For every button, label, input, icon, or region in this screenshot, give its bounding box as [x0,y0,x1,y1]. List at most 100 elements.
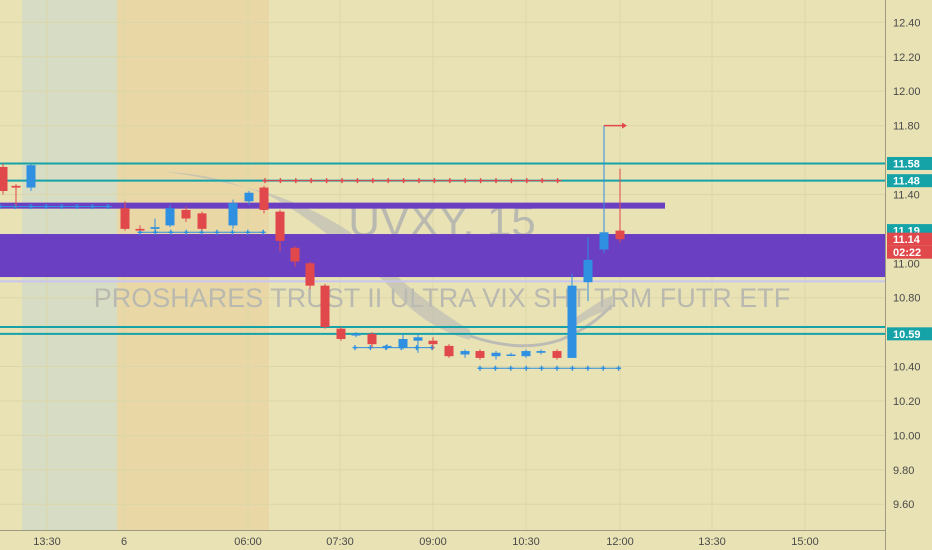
candle-body [320,285,330,327]
price-badge-bg [887,245,932,259]
marker-plus [370,178,376,184]
time-axis[interactable]: 13:30 6 06:00 07:30 09:00 10:30 12:00 13:30 15:0… [33,536,819,548]
marker-plus [183,229,189,235]
price-badge-label: 11.58 [893,158,920,170]
price-badge-label: 11.48 [893,176,920,188]
marker-plus [616,365,622,371]
marker-plus [585,365,591,371]
y-tick-label: 10.80 [893,293,921,305]
marker-plus [555,178,561,184]
marker-plus [74,203,80,209]
marker-plus [0,203,3,209]
marker-plus [508,178,514,184]
candle-body [120,208,130,229]
price-badge-bg [887,327,932,341]
marker-plus [493,178,499,184]
candle-body [290,247,300,262]
marker-plus [431,178,437,184]
candle-body [552,351,562,358]
candle-body [444,345,454,357]
candle-body [367,333,377,345]
price-badge: 02:22 [887,245,932,259]
y-tick-label: 11.80 [893,121,920,133]
marker-plus [28,203,34,209]
marker-plus [229,229,235,235]
marker-plus [199,229,205,235]
candle-body [521,351,531,357]
marker-plus [569,365,575,371]
marker-plus [168,229,174,235]
x-tick-label: 15:00 [791,536,819,548]
y-tick-label: 10.40 [893,362,921,374]
marker-plus [324,178,330,184]
candle-body [351,333,361,336]
price-badge: 11.48 [887,174,932,188]
price-badge-label: 02:22 [893,247,921,259]
candle-body [428,340,438,345]
price-badge-label: 10.59 [893,329,921,341]
candle-body [583,259,593,283]
candle-body [567,285,577,358]
marker-plus [492,365,498,371]
marker-plus [214,229,220,235]
watermark-name: PROSHARES TRUST II ULTRA VIX SHT TRM FUT… [94,283,791,313]
marker-rows [0,178,622,371]
price-badge-bg [887,174,932,188]
marker-plus [462,178,468,184]
price-axis[interactable]: 12.40 12.20 12.00 11.80 11.40 11.00 10.80 10.40… [893,17,921,511]
candle-body [615,230,625,240]
y-tick-label: 12.40 [893,17,921,29]
target-arrow [604,122,627,129]
candle-body [475,351,485,358]
price-badge: 10.59 [887,327,932,341]
price-badge: 11.14 [887,232,932,246]
marker-plus [416,178,422,184]
marker-plus [600,365,606,371]
supply-demand-zone [0,234,885,278]
marker-plus [539,178,545,184]
candle-body [413,337,423,341]
x-tick-label: 12:00 [606,536,634,548]
marker-plus [477,365,483,371]
candle-body [398,338,408,348]
marker-plus [447,178,453,184]
marker-plus [89,203,95,209]
marker-plus [262,178,268,184]
marker-plus [105,203,111,209]
candle-body [181,209,191,219]
marker-plus [554,365,560,371]
candle-body [197,213,207,229]
x-tick-label: 6 [121,536,127,548]
price-badge-bg [887,156,932,170]
marker-plus [43,203,49,209]
candle-body [244,192,254,202]
x-tick-label: 09:00 [419,536,447,548]
candle-body [228,203,238,226]
y-tick-label: 9.80 [893,465,914,477]
candle-body [165,208,175,226]
candle-body [0,166,8,192]
candle-body [26,165,36,188]
marker-plus [539,365,545,371]
marker-plus [401,178,407,184]
marker-plus [293,178,299,184]
candle-body [305,263,315,286]
candle-body [382,345,392,348]
candle-body [336,328,346,339]
candle-body [275,211,285,241]
marker-plus [59,203,65,209]
candle-body [506,354,516,356]
resistance-band [0,202,665,209]
candle-body [599,232,609,250]
marker-plus [245,229,251,235]
y-tick-label: 10.20 [893,396,921,408]
moving-average-line-lower [469,303,614,348]
marker-plus [352,345,358,351]
candles [0,125,625,360]
x-tick-label: 13:30 [698,536,726,548]
y-tick-label: 11.40 [893,189,920,201]
x-tick-label: 13:30 [33,536,61,548]
candle-body [135,228,145,231]
